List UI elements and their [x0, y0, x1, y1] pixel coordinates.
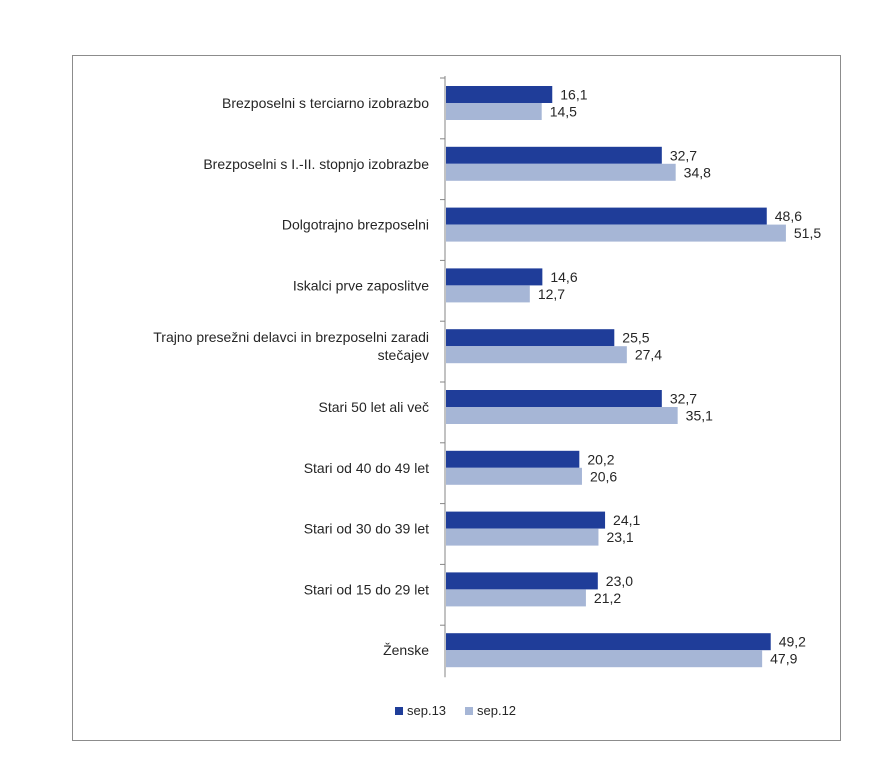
- data-label: 47,9: [770, 651, 797, 667]
- bar-sep-12: [446, 467, 582, 485]
- data-label: 14,5: [550, 104, 577, 120]
- category-label: Ženske: [383, 642, 429, 658]
- bar-sep-13: [446, 390, 662, 407]
- category-label: Stari od 30 do 39 let: [304, 521, 429, 537]
- bar-sep-13: [446, 329, 615, 347]
- data-label: 32,7: [670, 391, 697, 407]
- plot-area: Brezposelni s terciarno izobrazbo16,114,…: [153, 76, 821, 678]
- bar-sep-12: [446, 224, 786, 242]
- data-label: 14,6: [550, 269, 577, 285]
- data-label: 49,2: [779, 634, 806, 650]
- category-label: Dolgotrajno brezposelni: [282, 217, 429, 233]
- data-label: 23,0: [606, 573, 633, 589]
- category-label: Iskalci prve zaposlitve: [293, 277, 429, 293]
- category-label: Brezposelni s terciarno izobrazbo: [222, 95, 429, 111]
- bar-sep-13: [446, 572, 598, 590]
- bar-sep-13: [446, 207, 767, 225]
- data-label: 35,1: [686, 408, 713, 424]
- legend-label: sep.12: [477, 703, 516, 718]
- data-label: 16,1: [560, 87, 587, 103]
- category-label: stečajev: [378, 347, 429, 363]
- data-label: 34,8: [684, 164, 711, 180]
- category-label: Trajno presežni delavci in brezposelni z…: [153, 329, 429, 345]
- legend-swatch: [465, 707, 473, 715]
- bar-sep-13: [446, 633, 771, 651]
- legend-label: sep.13: [407, 703, 446, 718]
- data-label: 21,2: [594, 590, 621, 606]
- data-label: 25,5: [622, 330, 649, 346]
- bar-sep-13: [446, 268, 543, 286]
- legend: sep.13 sep.12: [395, 703, 516, 718]
- data-label: 12,7: [538, 286, 565, 302]
- data-label: 48,6: [775, 208, 802, 224]
- legend-swatch: [395, 707, 403, 715]
- bar-sep-12: [446, 589, 586, 607]
- bar-sep-12: [446, 163, 676, 181]
- bar-sep-12: [446, 346, 627, 364]
- bar-sep-13: [446, 511, 606, 529]
- bar-sep-12: [446, 285, 530, 303]
- bar-sep-13: [446, 146, 662, 164]
- bar-sep-13: [446, 86, 553, 103]
- data-label: 51,5: [794, 225, 821, 241]
- data-label: 20,6: [590, 468, 617, 484]
- data-label: 24,1: [613, 512, 640, 528]
- data-label: 32,7: [670, 147, 697, 163]
- bar-sep-12: [446, 407, 678, 424]
- bar-sep-12: [446, 650, 763, 668]
- bar-sep-12: [446, 528, 599, 546]
- category-label: Stari 50 let ali več: [319, 399, 430, 415]
- category-label: Stari od 40 do 49 let: [304, 460, 429, 476]
- bar-sep-13: [446, 450, 580, 468]
- category-label: Stari od 15 do 29 let: [304, 581, 429, 597]
- bar-sep-12: [446, 103, 542, 120]
- data-label: 27,4: [635, 347, 662, 363]
- bar-chart: Brezposelni s terciarno izobrazbo16,114,…: [153, 76, 821, 718]
- data-label: 23,1: [606, 529, 633, 545]
- chart-frame: Brezposelni s terciarno izobrazbo 16,1 14,…: [72, 55, 841, 741]
- data-label: 20,2: [587, 451, 614, 467]
- category-label: Brezposelni s I.-II. stopnjo izobrazbe: [203, 156, 429, 172]
